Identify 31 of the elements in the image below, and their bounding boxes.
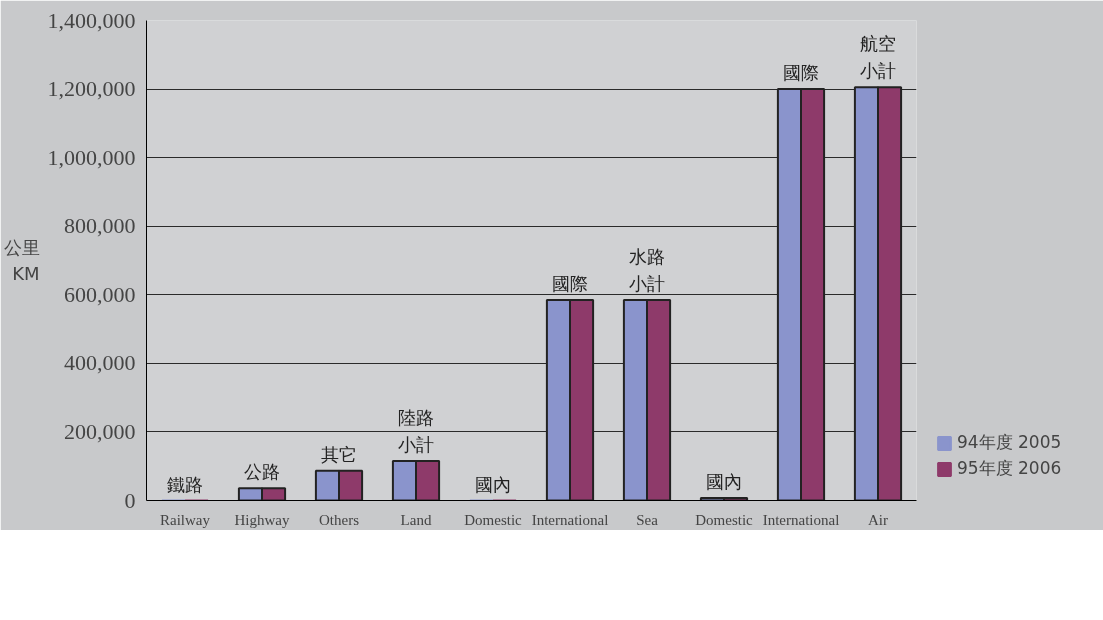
y-tick-label: 1,200,000 — [47, 76, 136, 102]
x-tick-label: Land — [400, 511, 432, 528]
annotation: 國內 — [706, 471, 742, 493]
y-tick-label: 0 — [124, 487, 136, 513]
x-tick-label: Sea — [636, 511, 659, 528]
y-axis-title: 公里 KM — [3, 237, 40, 284]
annotation: 鐵路 — [167, 473, 203, 495]
x-tick-label: Others — [319, 511, 360, 528]
annotation: 國際 — [783, 62, 819, 84]
y-tick-label: 600,000 — [64, 281, 136, 307]
y-tick-label: 1,000,000 — [47, 144, 136, 170]
annotation: 其它 — [321, 443, 357, 465]
x-tick-label: Railway — [160, 511, 211, 528]
y-tick-label: 800,000 — [64, 213, 136, 239]
annotation: 公路 — [244, 461, 280, 483]
annotation: 國內 — [475, 473, 511, 495]
annotation: 國際 — [552, 272, 588, 294]
x-tick-label: International — [531, 511, 609, 528]
annotation: 陸路小計 — [398, 406, 434, 456]
y-tick-label: 200,000 — [64, 418, 136, 444]
annotation: 水路小計 — [629, 245, 665, 294]
x-tick-label: Domestic — [464, 511, 523, 528]
y-tick-label: 400,000 — [64, 350, 136, 376]
legend-label: 94年度 2005 — [957, 431, 1062, 454]
x-tick-label: Highway — [234, 511, 290, 528]
y-tick-label: 1,400,000 — [47, 7, 136, 33]
legend-label: 95年度 2006 — [957, 457, 1062, 480]
x-tick-label: Air — [868, 511, 888, 528]
x-tick-label: International — [762, 511, 840, 528]
annotation: 航空小計 — [860, 33, 896, 82]
x-tick-label: Domestic — [695, 511, 754, 528]
